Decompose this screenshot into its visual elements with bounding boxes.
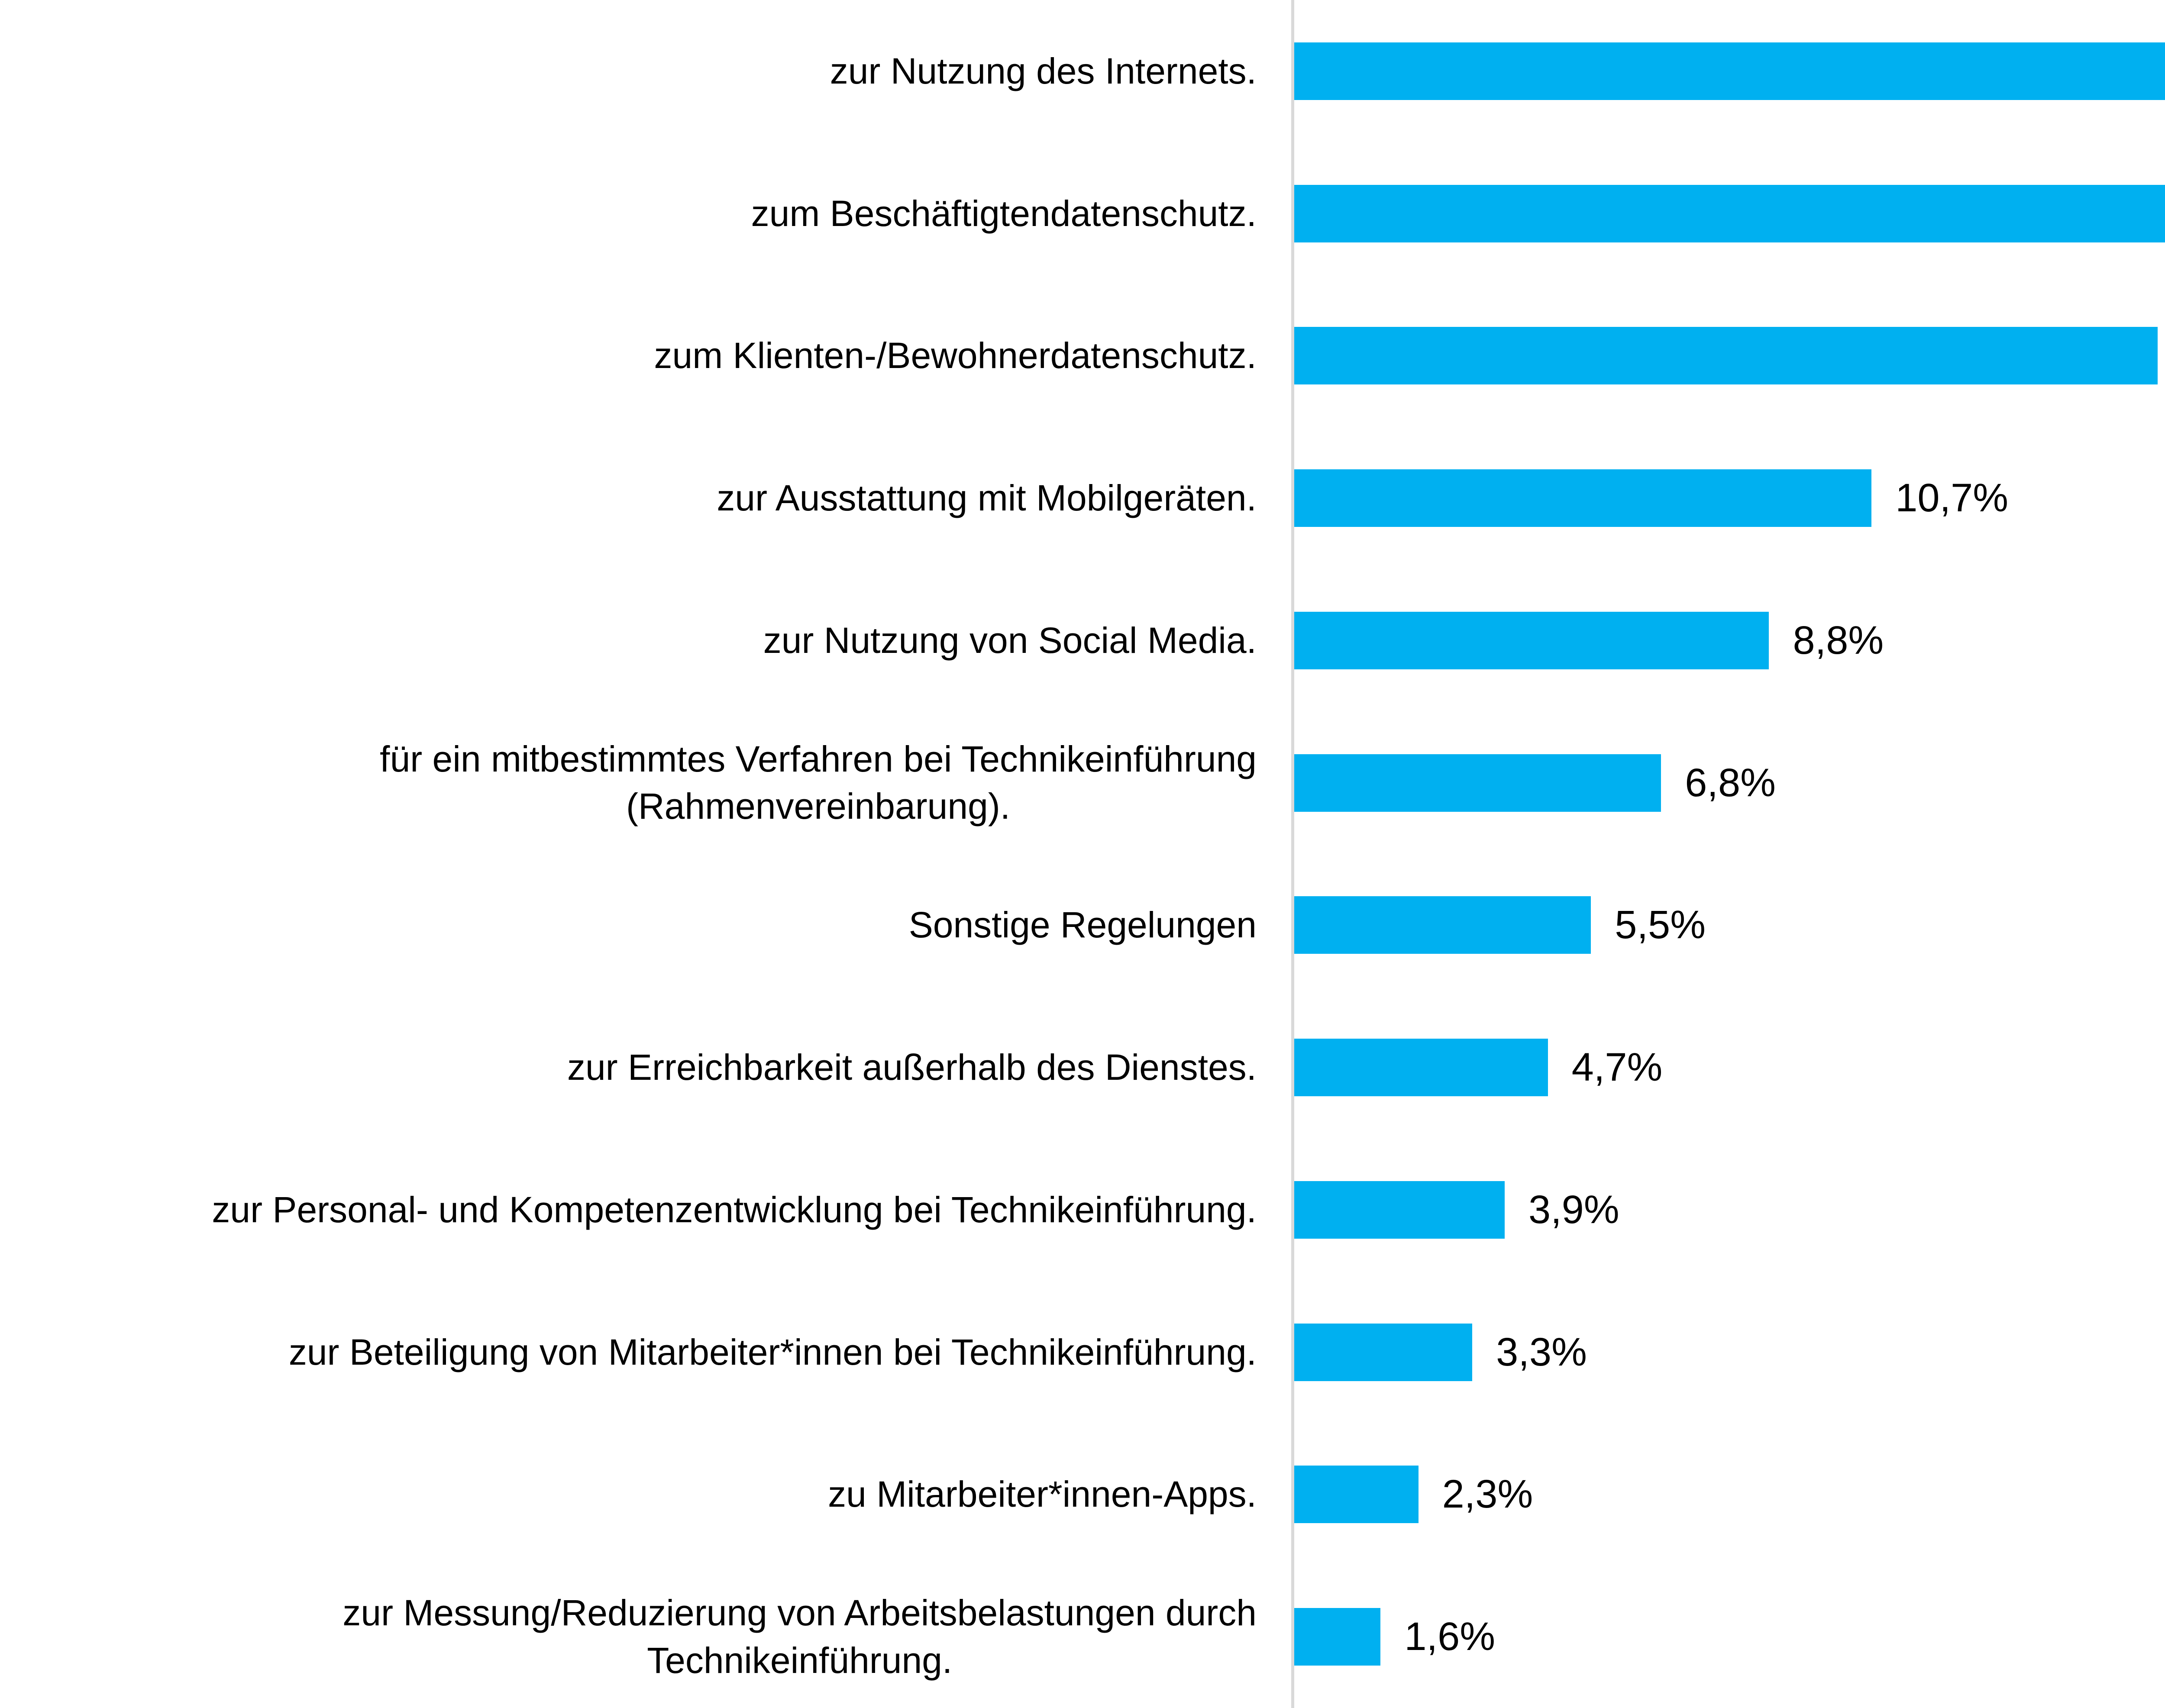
value-label: 6,8%: [1685, 760, 1776, 805]
category-label-cell: zur Erreichbarkeit außerhalb des Dienste…: [0, 996, 1291, 1139]
category-label: zum Beschäftigtendatenschutz.: [751, 193, 1257, 234]
value-label: 3,3%: [1496, 1330, 1587, 1374]
chart-row: zum Klienten-/Bewohnerdatenschutz. 16,0%: [0, 284, 2165, 427]
category-label: zur Erreichbarkeit außerhalb des Dienste…: [567, 1047, 1257, 1088]
category-label: zu Mitarbeiter*innen-Apps.: [828, 1474, 1257, 1515]
chart-row: zur Beteiligung von Mitarbeiter*innen be…: [0, 1281, 2165, 1424]
plot-area-row: 3,9%: [1291, 1139, 2165, 1281]
category-label: zur Personal- und Kompetenzentwicklung b…: [212, 1189, 1257, 1230]
bar: [1294, 896, 1591, 954]
plot-area-row: 5,5%: [1291, 854, 2165, 997]
chart-row: zur Personal- und Kompetenzentwicklung b…: [0, 1139, 2165, 1281]
bar: [1294, 327, 2158, 385]
category-label: zum Klienten-/Bewohnerdatenschutz.: [654, 335, 1257, 376]
category-label: zur Ausstattung mit Mobilgeräten.: [717, 478, 1257, 519]
bar: [1294, 469, 1872, 527]
category-label-cell: zur Messung/Reduzierung von Arbeitsbelas…: [0, 1566, 1291, 1708]
value-label: 1,6%: [1404, 1614, 1496, 1659]
chart-row: für ein mitbestimmtes Verfahren bei Tech…: [0, 711, 2165, 854]
bar: [1294, 1608, 1381, 1666]
value-label: 10,7%: [1895, 476, 2009, 520]
category-label-cell: zum Klienten-/Bewohnerdatenschutz.: [0, 285, 1291, 427]
category-label-cell: zum Beschäftigtendatenschutz.: [0, 142, 1291, 285]
category-label: zur Nutzung von Social Media.: [763, 620, 1257, 661]
plot-area-row: 2,3%: [1291, 1423, 2165, 1566]
plot-area-row: 16,2%: [1291, 142, 2165, 285]
plot-area-row: 6,8%: [1291, 711, 2165, 854]
bar: [1294, 754, 1661, 812]
value-label: 3,9%: [1528, 1187, 1619, 1232]
category-label-cell: zur Personal- und Kompetenzentwicklung b…: [0, 1139, 1291, 1281]
chart-row: zu Mitarbeiter*innen-Apps. 2,3%: [0, 1423, 2165, 1566]
category-label: zur Messung/Reduzierung von Arbeitsbelas…: [343, 1592, 1257, 1681]
bar: [1294, 184, 2165, 242]
category-label-cell: zur Nutzung von Social Media.: [0, 569, 1291, 712]
plot-area-row: 10,7%: [1291, 427, 2165, 569]
chart-row: Sonstige Regelungen 5,5%: [0, 854, 2165, 997]
chart-row: zur Ausstattung mit Mobilgeräten. 10,7%: [0, 427, 2165, 569]
chart-row: zur Nutzung von Social Media. 8,8%: [0, 569, 2165, 712]
bar: [1294, 1323, 1473, 1381]
category-label-cell: zur Nutzung des Internets.: [0, 0, 1291, 142]
bar: [1294, 1039, 1548, 1097]
bar: [1294, 1181, 1505, 1239]
plot-area-row: 16,0%: [1291, 284, 2165, 427]
bar: [1294, 42, 2165, 100]
chart-row: zur Erreichbarkeit außerhalb des Dienste…: [0, 996, 2165, 1139]
category-label: zur Nutzung des Internets.: [830, 50, 1257, 91]
bar: [1294, 1466, 1419, 1524]
category-label-cell: zur Beteiligung von Mitarbeiter*innen be…: [0, 1281, 1291, 1424]
plot-area-row: 8,8%: [1291, 569, 2165, 712]
category-label-cell: zur Ausstattung mit Mobilgeräten.: [0, 427, 1291, 569]
category-label: für ein mitbestimmtes Verfahren bei Tech…: [380, 738, 1257, 827]
chart-row: zum Beschäftigtendatenschutz. 16,2%: [0, 142, 2165, 285]
chart-row: zur Messung/Reduzierung von Arbeitsbelas…: [0, 1566, 2165, 1708]
chart-row: zur Nutzung des Internets. 20,1%: [0, 0, 2165, 142]
plot-area-row: 20,1%: [1291, 0, 2165, 142]
value-label: 8,8%: [1793, 618, 1884, 662]
value-label: 5,5%: [1615, 903, 1706, 947]
category-label-cell: zu Mitarbeiter*innen-Apps.: [0, 1424, 1291, 1566]
value-label: 2,3%: [1442, 1472, 1533, 1517]
category-label: Sonstige Regelungen: [908, 904, 1257, 946]
bar: [1294, 611, 1769, 669]
plot-area-row: 4,7%: [1291, 996, 2165, 1139]
category-label-cell: Sonstige Regelungen: [0, 854, 1291, 997]
plot-area-row: 1,6%: [1291, 1566, 2165, 1708]
category-label: zur Beteiligung von Mitarbeiter*innen be…: [288, 1331, 1257, 1372]
category-label-cell: für ein mitbestimmtes Verfahren bei Tech…: [0, 712, 1291, 854]
plot-area-row: 3,3%: [1291, 1281, 2165, 1424]
value-label: 4,7%: [1571, 1045, 1663, 1090]
